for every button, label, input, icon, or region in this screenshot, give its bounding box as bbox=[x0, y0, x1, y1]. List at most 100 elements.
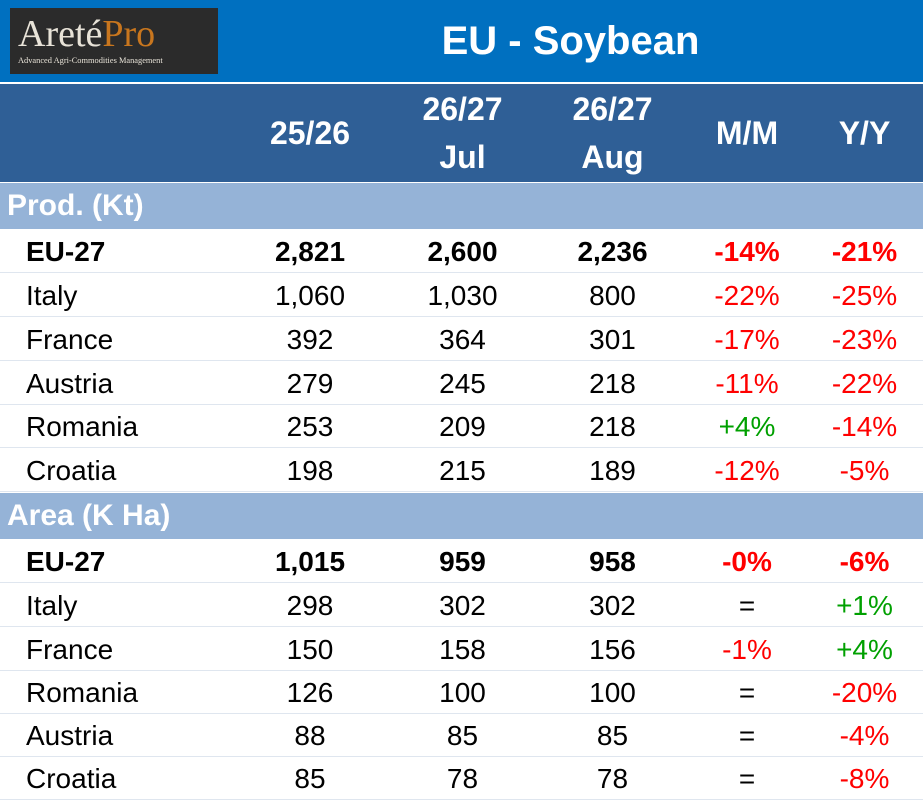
table-row: France 150 158 156 -1% +4% bbox=[0, 628, 923, 671]
section-area: Area (K Ha) bbox=[0, 493, 923, 539]
value-2627-aug: 958 bbox=[589, 546, 636, 577]
change-mm: +4% bbox=[718, 411, 776, 442]
value-2627-jul: 215 bbox=[439, 455, 486, 486]
value-2627-aug: 85 bbox=[596, 720, 629, 751]
value-2526: 88 bbox=[294, 720, 326, 751]
country-name: EU-27 bbox=[26, 236, 106, 267]
change-mm: = bbox=[738, 720, 756, 751]
country-name: France bbox=[26, 324, 114, 355]
change-yy: -23% bbox=[831, 324, 898, 355]
column-header-yy: Y/Y bbox=[806, 84, 923, 182]
value-2627-aug: 78 bbox=[596, 763, 629, 794]
change-mm: = bbox=[738, 677, 756, 708]
value-2627-jul: 209 bbox=[439, 411, 486, 442]
table-row: EU-27 2,821 2,600 2,236 -14% -21% bbox=[0, 230, 923, 273]
change-yy: -14% bbox=[831, 411, 898, 442]
change-yy: -25% bbox=[831, 280, 898, 311]
change-yy: +4% bbox=[836, 634, 893, 665]
table-row: Romania 253 209 218 +4% -14% bbox=[0, 405, 923, 448]
value-2526: 392 bbox=[286, 324, 334, 355]
table-row: EU-27 1,015 959 958 -0% -6% bbox=[0, 540, 923, 583]
change-mm: -11% bbox=[715, 368, 779, 399]
value-2526: 1,015 bbox=[274, 546, 346, 577]
value-2627-aug: 156 bbox=[589, 634, 636, 665]
value-2627-jul: 100 bbox=[439, 677, 486, 708]
column-header-line1: Y/Y bbox=[838, 115, 891, 151]
section-production: Prod. (Kt) bbox=[0, 183, 923, 229]
value-2526: 298 bbox=[286, 590, 334, 621]
column-header-mm: M/M bbox=[688, 84, 806, 182]
change-yy: -4% bbox=[839, 720, 890, 751]
section-label: Area (K Ha) bbox=[7, 499, 171, 532]
change-mm: -0% bbox=[722, 546, 772, 577]
page-title: EU - Soybean bbox=[441, 19, 700, 63]
value-2526: 253 bbox=[286, 411, 334, 442]
column-header-line2: Jul bbox=[439, 139, 486, 175]
value-2526: 2,821 bbox=[274, 236, 346, 267]
change-mm: = bbox=[738, 590, 756, 621]
change-mm: -14% bbox=[714, 236, 780, 267]
country-name: Romania bbox=[26, 677, 139, 708]
value-2627-aug: 100 bbox=[589, 677, 636, 708]
country-name: Romania bbox=[26, 411, 139, 442]
logo-wordmark: AretéPro bbox=[18, 12, 210, 56]
table-row: Croatia 198 215 189 -12% -5% bbox=[0, 449, 923, 492]
value-2627-jul: 245 bbox=[439, 368, 486, 399]
change-yy: -21% bbox=[831, 236, 898, 267]
country-name: Italy bbox=[26, 590, 78, 621]
logo-tagline: Advanced Agri-Commodities Management bbox=[18, 56, 163, 65]
value-2627-aug: 301 bbox=[589, 324, 636, 355]
value-2526: 279 bbox=[286, 368, 334, 399]
value-2526: 198 bbox=[286, 455, 334, 486]
value-2627-aug: 2,236 bbox=[577, 236, 648, 267]
column-header-line1: 26/27 bbox=[422, 91, 503, 127]
country-name: Austria bbox=[26, 368, 114, 399]
change-mm: -17% bbox=[714, 324, 780, 355]
column-header-line1: 25/26 bbox=[269, 115, 351, 151]
table-row: France 392 364 301 -17% -23% bbox=[0, 318, 923, 361]
change-mm: -1% bbox=[722, 634, 772, 665]
table-row: Croatia 85 78 78 = -8% bbox=[0, 757, 923, 800]
value-2627-aug: 218 bbox=[589, 411, 636, 442]
value-2627-jul: 364 bbox=[439, 324, 486, 355]
value-2627-aug: 218 bbox=[589, 368, 636, 399]
column-header-line1: M/M bbox=[715, 115, 779, 151]
table-row: Austria 88 85 85 = -4% bbox=[0, 714, 923, 757]
value-2627-jul: 1,030 bbox=[427, 280, 498, 311]
change-mm: -22% bbox=[714, 280, 780, 311]
column-header-2526: 25/26 bbox=[230, 84, 390, 182]
title-bar: AretéPro Advanced Agri-Commodities Manag… bbox=[0, 0, 923, 82]
country-name: Croatia bbox=[26, 763, 117, 794]
change-yy: -5% bbox=[839, 455, 890, 486]
value-2526: 85 bbox=[294, 763, 326, 794]
change-yy: -8% bbox=[839, 763, 890, 794]
column-header-row: 25/26 26/27 Jul 26/27 Aug M/M Y/Y bbox=[0, 84, 923, 182]
change-yy: -22% bbox=[831, 368, 898, 399]
country-name: France bbox=[26, 634, 114, 665]
value-2526: 1,060 bbox=[274, 280, 346, 311]
change-yy: -20% bbox=[831, 677, 898, 708]
value-2627-jul: 302 bbox=[439, 590, 486, 621]
value-2627-jul: 959 bbox=[439, 546, 486, 577]
change-mm: = bbox=[738, 763, 756, 794]
value-2627-jul: 158 bbox=[439, 634, 486, 665]
column-header-2627-aug: 26/27 Aug bbox=[535, 84, 690, 182]
logo-word-main: Areté bbox=[18, 13, 103, 55]
change-mm: -12% bbox=[714, 455, 780, 486]
arete-pro-logo: AretéPro Advanced Agri-Commodities Manag… bbox=[10, 8, 218, 74]
column-header-line1: 26/27 bbox=[572, 91, 653, 127]
value-2627-aug: 302 bbox=[589, 590, 636, 621]
table-row: Italy 298 302 302 = +1% bbox=[0, 584, 923, 627]
value-2627-jul: 85 bbox=[446, 720, 479, 751]
country-name: Austria bbox=[26, 720, 114, 751]
value-2627-aug: 800 bbox=[589, 280, 636, 311]
column-header-line2: Aug bbox=[581, 139, 644, 175]
value-2526: 126 bbox=[286, 677, 334, 708]
country-name: Croatia bbox=[26, 455, 117, 486]
country-name: Italy bbox=[26, 280, 78, 311]
table-row: Austria 279 245 218 -11% -22% bbox=[0, 362, 923, 405]
logo-word-accent: Pro bbox=[102, 13, 156, 55]
value-2627-aug: 189 bbox=[589, 455, 636, 486]
value-2526: 150 bbox=[286, 634, 334, 665]
change-yy: -6% bbox=[839, 546, 890, 577]
